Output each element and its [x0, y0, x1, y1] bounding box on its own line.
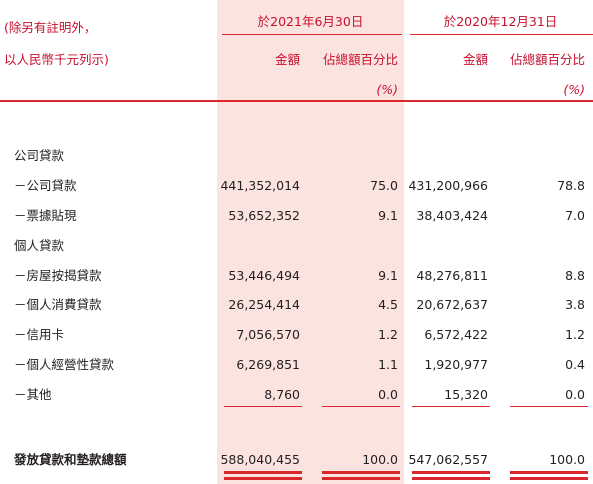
row-label: －其他: [14, 387, 52, 402]
total-double-rule: [412, 471, 490, 474]
period-2021-rule: [222, 34, 402, 35]
amount-2021-cell: 26,254,414: [228, 297, 300, 312]
total-double-rule: [412, 477, 490, 480]
row-label: －房屋按揭貸款: [14, 268, 102, 283]
pct-2020-cell: 3.8: [565, 297, 585, 312]
period-2021-header: 於2021年6月30日: [257, 14, 364, 29]
amount-2021-cell: 7,056,570: [236, 327, 300, 342]
total-double-rule: [322, 477, 400, 480]
period-2020-rule: [410, 34, 593, 35]
pct-2021-cell: 9.1: [378, 208, 398, 223]
pct-header-2021: 佔總額百分比: [322, 52, 398, 67]
amount-2021-cell: 6,269,851: [236, 357, 300, 372]
row-label: －個人經營性貸款: [14, 357, 115, 372]
total-amount-2020: 547,062,557: [408, 452, 488, 467]
total-label: 發放貸款和墊款總額: [14, 452, 127, 467]
amount-2020-cell: 38,403,424: [416, 208, 488, 223]
row-label: －個人消費貸款: [14, 297, 102, 312]
pct-2021-cell: 1.1: [378, 357, 398, 372]
row-label-corporate-section: 公司貸款: [14, 148, 65, 163]
pct-2020-cell: 1.2: [565, 327, 585, 342]
row-label: －票據貼現: [14, 208, 77, 223]
amount-2021-cell: 53,652,352: [228, 208, 300, 223]
unit-note-line1: (除另有註明外，: [4, 20, 97, 35]
amount-2020-cell: 6,572,422: [424, 327, 488, 342]
amount-2021-cell: 53,446,494: [228, 268, 300, 283]
amount-2020-cell: 431,200,966: [408, 178, 488, 193]
current-period-shading: [217, 0, 404, 484]
amount-header-2021: 金額: [274, 52, 300, 67]
total-double-rule: [510, 471, 588, 474]
row-label: －信用卡: [14, 327, 65, 342]
amount-2020-cell: 1,920,977: [424, 357, 488, 372]
subtotal-rule: [510, 406, 588, 407]
period-2020-header: 於2020年12月31日: [443, 14, 558, 29]
amount-2020-cell: 15,320: [444, 387, 488, 402]
total-double-rule: [510, 477, 588, 480]
amount-2020-cell: 20,672,637: [416, 297, 488, 312]
total-double-rule: [224, 477, 302, 480]
total-amount-2021: 588,040,455: [220, 452, 300, 467]
pct-2021-cell: 4.5: [378, 297, 398, 312]
amount-2021-cell: 8,760: [264, 387, 300, 402]
pct-2021-cell: 9.1: [378, 268, 398, 283]
pct-unit-2021: (%): [376, 82, 398, 97]
pct-2020-cell: 8.8: [565, 268, 585, 283]
amount-2020-cell: 48,276,811: [416, 268, 488, 283]
subtotal-rule: [224, 406, 302, 407]
pct-2020-cell: 0.0: [565, 387, 585, 402]
amount-header-2020: 金額: [462, 52, 488, 67]
total-pct-2021: 100.0: [362, 452, 398, 467]
total-double-rule: [322, 471, 400, 474]
pct-header-2020: 佔總額百分比: [509, 52, 585, 67]
pct-2020-cell: 0.4: [565, 357, 585, 372]
pct-2020-cell: 78.8: [557, 178, 585, 193]
pct-2021-cell: 1.2: [378, 327, 398, 342]
amount-2021-cell: 441,352,014: [220, 178, 300, 193]
row-label: －公司貸款: [14, 178, 77, 193]
pct-2020-cell: 7.0: [565, 208, 585, 223]
pct-2021-cell: 0.0: [378, 387, 398, 402]
pct-unit-2020: (%): [563, 82, 585, 97]
row-label-personal-section: 個人貸款: [14, 238, 65, 253]
subtotal-rule: [412, 406, 490, 407]
total-double-rule: [224, 471, 302, 474]
header-divider: [0, 100, 593, 102]
subtotal-rule: [322, 406, 400, 407]
unit-note-line2: 以人民幣千元列示): [4, 52, 109, 67]
pct-2021-cell: 75.0: [370, 178, 398, 193]
total-pct-2020: 100.0: [549, 452, 585, 467]
